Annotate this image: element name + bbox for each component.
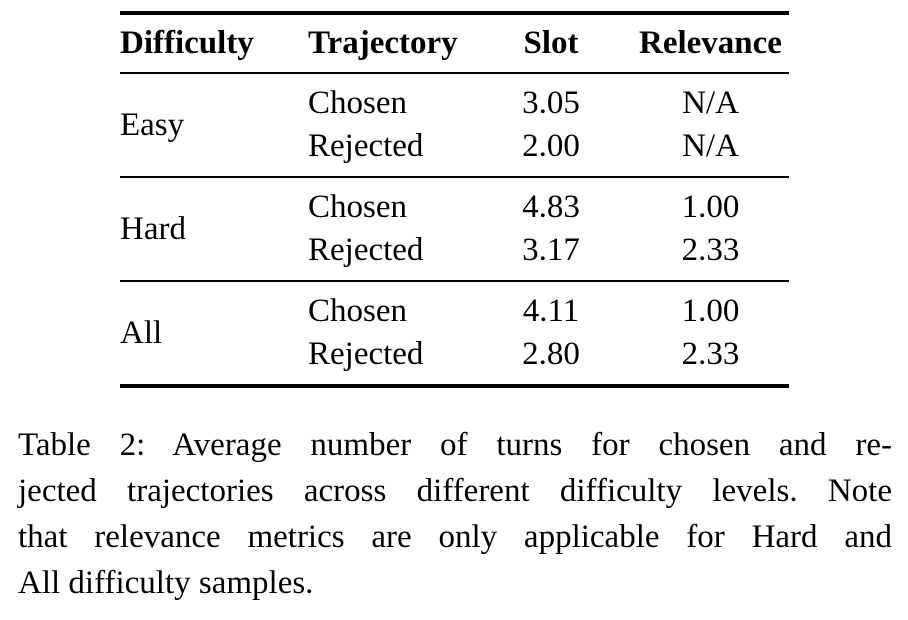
column-header-slot: Slot bbox=[523, 25, 579, 61]
relevance-cell: 1.00 bbox=[681, 293, 740, 329]
column-header-trajectory: Trajectory bbox=[308, 25, 458, 61]
relevance-cell: N/A bbox=[682, 128, 739, 164]
relevance-cell: 2.33 bbox=[681, 232, 740, 268]
table-midrule bbox=[120, 176, 789, 178]
table-midrule bbox=[120, 72, 789, 74]
slot-cell: 4.11 bbox=[522, 293, 580, 329]
caption-line: that relevance metrics are only applicab… bbox=[18, 519, 892, 555]
trajectory-cell: Rejected bbox=[308, 128, 424, 164]
difficulty-cell: Hard bbox=[120, 210, 186, 247]
column-header-difficulty: Difficulty bbox=[120, 25, 254, 61]
table-header-row: Difficulty Trajectory Slot Relevance bbox=[120, 15, 789, 72]
table-2: Difficulty Trajectory Slot Relevance Eas… bbox=[120, 11, 789, 388]
slot-cell: 4.83 bbox=[522, 189, 580, 225]
slot-cell: 3.17 bbox=[522, 232, 580, 268]
slot-cell: 3.05 bbox=[522, 85, 580, 121]
relevance-cell: 1.00 bbox=[681, 189, 740, 225]
difficulty-cell: Easy bbox=[120, 106, 185, 143]
caption-line: jected trajectories across different dif… bbox=[18, 473, 892, 509]
column-header-relevance: Relevance bbox=[639, 25, 782, 61]
relevance-cell: 2.33 bbox=[681, 336, 740, 372]
difficulty-cell: All bbox=[120, 314, 163, 351]
slot-cell: 2.00 bbox=[522, 128, 580, 164]
caption-line: Table 2: Average number of turns for cho… bbox=[18, 427, 892, 463]
table-group-hard: Hard Chosen 4.83 1.00 Rejected 3.17 2.33 bbox=[120, 178, 789, 280]
relevance-cell: N/A bbox=[682, 85, 739, 121]
trajectory-cell: Rejected bbox=[308, 232, 424, 268]
table-midrule bbox=[120, 280, 789, 282]
table-top-rule bbox=[120, 11, 789, 15]
trajectory-cell: Chosen bbox=[308, 189, 407, 225]
trajectory-cell: Chosen bbox=[308, 85, 407, 121]
trajectory-cell: Rejected bbox=[308, 336, 424, 372]
table-group-easy: Easy Chosen 3.05 N/A Rejected 2.00 N/A bbox=[120, 74, 789, 176]
caption-line: All difficulty samples. bbox=[18, 565, 314, 601]
table-bottom-rule bbox=[120, 384, 789, 388]
table-group-all: All Chosen 4.11 1.00 Rejected 2.80 2.33 bbox=[120, 282, 789, 384]
table-caption: Table 2: Average number of turns for cho… bbox=[18, 422, 892, 606]
slot-cell: 2.80 bbox=[522, 336, 580, 372]
trajectory-cell: Chosen bbox=[308, 293, 407, 329]
